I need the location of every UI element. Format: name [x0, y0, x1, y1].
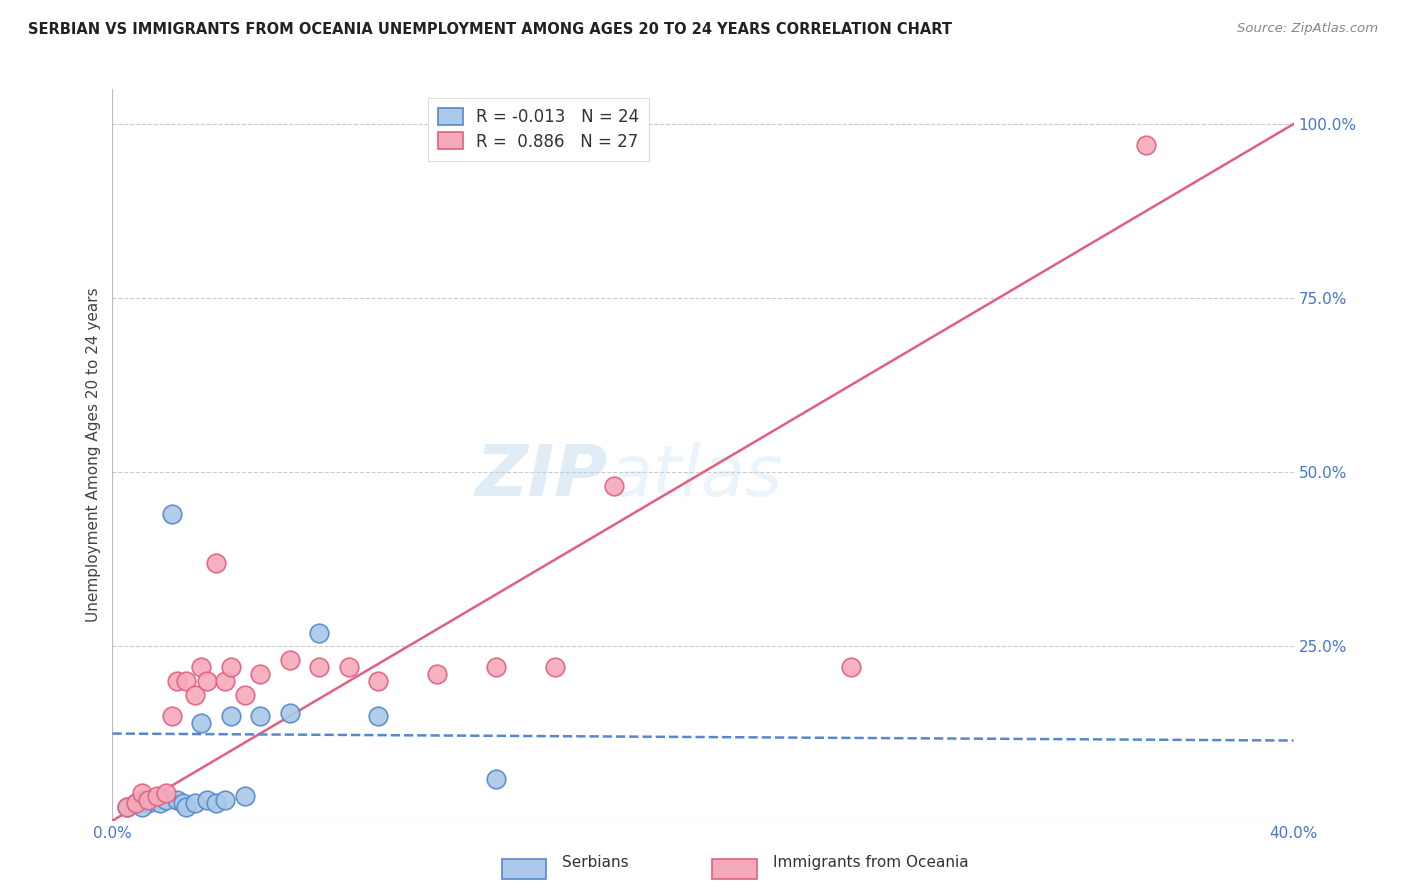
Text: Serbians: Serbians — [562, 855, 628, 870]
Point — [233, 688, 256, 702]
Legend: R = -0.013   N = 24, R =  0.886   N = 27: R = -0.013 N = 24, R = 0.886 N = 27 — [427, 97, 650, 161]
Point — [174, 799, 197, 814]
Point — [117, 799, 138, 814]
Point — [1135, 137, 1157, 152]
Point — [205, 796, 228, 810]
Point — [544, 660, 567, 674]
Point — [485, 660, 508, 674]
Text: atlas: atlas — [609, 442, 783, 511]
Point — [136, 793, 159, 807]
Point — [308, 625, 330, 640]
Point — [233, 789, 256, 804]
Text: SERBIAN VS IMMIGRANTS FROM OCEANIA UNEMPLOYMENT AMONG AGES 20 TO 24 YEARS CORREL: SERBIAN VS IMMIGRANTS FROM OCEANIA UNEMP… — [28, 22, 952, 37]
Point — [172, 796, 194, 810]
Point — [146, 789, 169, 804]
FancyBboxPatch shape — [713, 859, 756, 879]
Point — [160, 507, 183, 521]
Y-axis label: Unemployment Among Ages 20 to 24 years: Unemployment Among Ages 20 to 24 years — [86, 287, 101, 623]
Point — [278, 653, 301, 667]
Point — [166, 674, 188, 689]
Point — [308, 660, 330, 674]
Text: Immigrants from Oceania: Immigrants from Oceania — [773, 855, 969, 870]
Point — [155, 793, 177, 807]
Point — [426, 667, 449, 681]
Point — [155, 786, 177, 800]
Point — [485, 772, 508, 786]
Point — [249, 667, 271, 681]
Point — [166, 793, 188, 807]
Point — [125, 796, 148, 810]
Point — [190, 716, 212, 731]
Point — [214, 793, 236, 807]
Point — [367, 674, 389, 689]
Point — [149, 796, 172, 810]
Point — [117, 799, 138, 814]
Point — [184, 688, 207, 702]
Point — [219, 709, 242, 723]
Point — [337, 660, 360, 674]
Point — [125, 796, 148, 810]
Point — [195, 793, 218, 807]
Point — [219, 660, 242, 674]
Point — [839, 660, 862, 674]
Point — [174, 674, 197, 689]
Point — [190, 660, 212, 674]
Point — [146, 793, 169, 807]
Text: ZIP: ZIP — [477, 442, 609, 511]
Point — [278, 706, 301, 720]
Point — [195, 674, 218, 689]
FancyBboxPatch shape — [502, 859, 546, 879]
Point — [136, 796, 159, 810]
Point — [160, 709, 183, 723]
Point — [214, 674, 236, 689]
Point — [184, 796, 207, 810]
Text: Source: ZipAtlas.com: Source: ZipAtlas.com — [1237, 22, 1378, 36]
Point — [131, 786, 153, 800]
Point — [205, 556, 228, 570]
Point — [603, 479, 626, 493]
Point — [367, 709, 389, 723]
Point — [131, 793, 153, 807]
Point — [249, 709, 271, 723]
Point — [131, 799, 153, 814]
